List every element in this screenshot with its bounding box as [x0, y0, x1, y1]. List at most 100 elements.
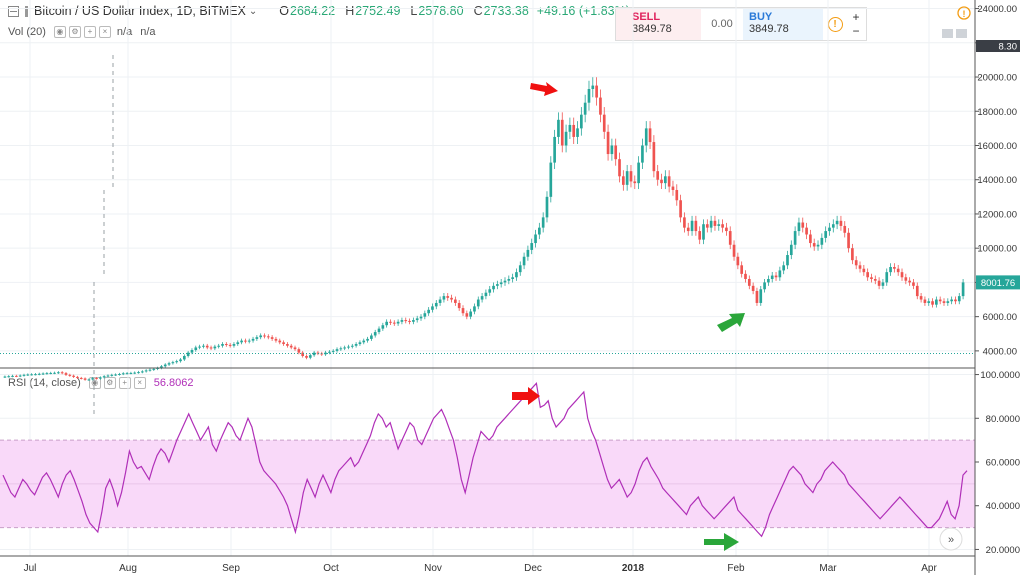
candle-body [931, 301, 934, 305]
candle-body [686, 227, 690, 232]
candle-body [805, 227, 808, 235]
candle-body [667, 176, 671, 187]
candle-body [728, 231, 732, 245]
candle-body [549, 162, 553, 197]
symbol-title[interactable]: Bitcoin / US Dollar Index, 1D, BITMEX [34, 4, 246, 18]
eye-icon[interactable]: ◉ [88, 377, 101, 389]
candle-body [297, 349, 301, 353]
candle-body [518, 265, 522, 273]
plus-icon[interactable]: + [83, 26, 96, 38]
candle-body [87, 379, 91, 381]
candle-body [30, 374, 33, 376]
candle-body [610, 145, 614, 155]
price-tick-label: 6000.00 [983, 312, 1017, 323]
low-label: L [410, 4, 418, 18]
settings-icon[interactable]: ⚙ [103, 377, 116, 389]
rsi-tick-label: 20.0000 [986, 545, 1020, 556]
red-arrow-icon [512, 387, 540, 405]
time-axis[interactable]: Jul Aug Sep Oct Nov Dec 2018 Feb Mar Apr [24, 563, 938, 574]
candle-body [339, 348, 343, 350]
candle-body [595, 85, 598, 98]
buy-button[interactable]: BUY 3849.78 [743, 8, 823, 40]
candle-body [553, 136, 556, 163]
candle-body [217, 345, 221, 347]
candle-body [408, 320, 411, 322]
pane-controls[interactable] [942, 29, 967, 38]
candle-body [163, 364, 167, 367]
candle-body [7, 376, 11, 378]
candle-body [316, 352, 320, 354]
candle-body [301, 352, 305, 357]
candle-body [873, 278, 877, 281]
plus-button[interactable]: + [852, 10, 860, 24]
candle-body [312, 352, 316, 356]
candle-body [194, 347, 198, 351]
time-tick-label: Aug [119, 563, 137, 574]
candle-body [637, 162, 640, 184]
candle-body [900, 272, 904, 278]
candle-body [789, 244, 793, 256]
candle-body [270, 337, 274, 339]
candle-body [782, 265, 786, 271]
candle-body [851, 248, 854, 261]
price-axis[interactable]: 4000.006000.008000.0010000.0012000.00140… [975, 4, 1017, 357]
minus-button[interactable]: − [852, 24, 860, 38]
rsi-tick-label: 40.0000 [986, 501, 1020, 512]
flag-icon[interactable] [25, 5, 28, 17]
candle-body [950, 299, 953, 302]
candle-body [622, 176, 625, 185]
candle-body [335, 349, 339, 351]
candle-body [946, 301, 950, 303]
close-icon[interactable]: × [98, 26, 111, 38]
candle-body [847, 232, 850, 249]
collapse-icon[interactable] [8, 5, 19, 17]
open-label: O [279, 4, 290, 18]
rsi-axis[interactable]: 20.0000 40.0000 60.0000 80.0000 100.0000 [975, 370, 1020, 556]
green-arrow-icon [704, 533, 739, 551]
sell-button[interactable]: SELL 3849.78 [616, 8, 701, 40]
alert-icon[interactable]: ! [957, 6, 971, 20]
candle-body [839, 220, 843, 226]
candle-body [202, 345, 205, 347]
scroll-to-end-button[interactable]: » [939, 527, 963, 551]
candle-body [713, 220, 717, 226]
candle-body [175, 361, 179, 363]
chevron-down-icon[interactable]: ⌄ [248, 5, 258, 17]
candle-body [247, 340, 251, 342]
svg-text:»: » [948, 534, 954, 546]
candle-body [633, 181, 637, 184]
candle-body [492, 285, 495, 290]
rsi-line [2, 381, 968, 538]
candle-body [133, 372, 137, 374]
candle-body [778, 270, 782, 278]
candle-body [675, 189, 679, 201]
candle-body [22, 374, 26, 376]
candle-body [450, 297, 453, 300]
candle-body [438, 299, 442, 303]
candle-body [511, 277, 514, 279]
close-icon[interactable]: × [133, 377, 146, 389]
settings-icon[interactable]: ⚙ [68, 26, 81, 38]
candle-body [278, 340, 282, 343]
candle-body [801, 222, 805, 228]
candle-body [935, 299, 938, 305]
candle-body [179, 359, 182, 362]
candle-body [824, 231, 827, 238]
candle-body [209, 347, 213, 349]
price-tick-label: 10000.00 [977, 244, 1017, 255]
candle-body [129, 372, 133, 374]
price-tags: 8001.76 8.30 [976, 40, 1020, 290]
candle-body [171, 362, 175, 364]
candle-body [412, 320, 415, 322]
candle-body [938, 299, 942, 302]
candle-body [809, 234, 812, 244]
candle-body [618, 159, 621, 177]
plus-icon[interactable]: + [118, 377, 131, 389]
candle-body [236, 342, 240, 345]
eye-icon[interactable]: ◉ [53, 26, 66, 38]
trade-panel: SELL 3849.78 0.00 BUY 3849.78 ! + − [615, 7, 867, 41]
candle-body [396, 321, 400, 324]
green-arrow-icon [717, 313, 745, 332]
candle-body [137, 372, 140, 374]
